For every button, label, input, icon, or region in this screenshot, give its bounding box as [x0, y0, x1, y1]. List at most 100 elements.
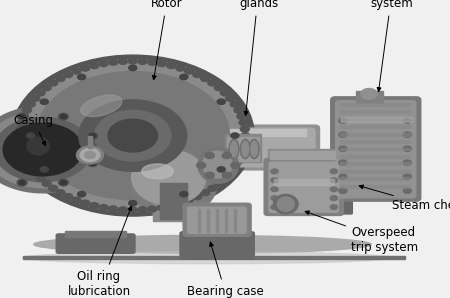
Circle shape — [108, 119, 158, 152]
Circle shape — [36, 72, 230, 200]
Circle shape — [64, 72, 73, 77]
FancyBboxPatch shape — [117, 128, 315, 167]
Circle shape — [148, 206, 157, 212]
Circle shape — [90, 134, 96, 138]
Circle shape — [180, 74, 188, 80]
FancyBboxPatch shape — [188, 207, 246, 233]
Circle shape — [217, 99, 225, 104]
Ellipse shape — [131, 150, 206, 205]
Bar — [225, 209, 227, 232]
Circle shape — [330, 205, 338, 209]
Circle shape — [79, 100, 187, 171]
Circle shape — [361, 89, 377, 99]
Bar — [340, 110, 410, 113]
Bar — [216, 209, 218, 232]
FancyBboxPatch shape — [180, 232, 254, 259]
FancyBboxPatch shape — [56, 234, 135, 253]
Circle shape — [88, 133, 98, 139]
Circle shape — [42, 181, 51, 187]
Circle shape — [16, 126, 25, 132]
Circle shape — [403, 132, 411, 137]
Circle shape — [129, 65, 137, 71]
Ellipse shape — [27, 137, 50, 155]
Circle shape — [77, 192, 86, 197]
Circle shape — [72, 197, 81, 203]
Bar — [187, 229, 245, 235]
Circle shape — [72, 68, 81, 74]
Circle shape — [94, 110, 171, 161]
Circle shape — [31, 95, 40, 101]
Circle shape — [18, 145, 27, 151]
Circle shape — [49, 80, 58, 86]
Text: Casing: Casing — [14, 114, 54, 145]
Circle shape — [128, 207, 137, 213]
Circle shape — [0, 106, 108, 193]
Circle shape — [167, 63, 176, 69]
Circle shape — [234, 107, 243, 113]
Circle shape — [230, 101, 239, 107]
Bar — [340, 118, 410, 121]
Circle shape — [60, 114, 67, 119]
Circle shape — [215, 181, 224, 187]
Circle shape — [128, 58, 137, 64]
Circle shape — [231, 162, 240, 168]
Bar — [356, 91, 382, 103]
Circle shape — [138, 207, 147, 213]
Circle shape — [330, 196, 338, 201]
Circle shape — [158, 61, 166, 67]
Circle shape — [330, 169, 338, 174]
Circle shape — [403, 174, 411, 179]
Circle shape — [197, 162, 206, 168]
Circle shape — [339, 174, 347, 179]
Text: Oil ring
lubrication
system: Oil ring lubrication system — [68, 206, 132, 298]
Text: Rotor: Rotor — [151, 0, 182, 80]
Ellipse shape — [230, 141, 238, 157]
Circle shape — [26, 164, 35, 170]
Circle shape — [271, 178, 278, 183]
Circle shape — [220, 175, 230, 181]
Bar — [340, 148, 410, 150]
Bar — [340, 162, 410, 165]
Bar — [225, 134, 261, 162]
Circle shape — [118, 207, 127, 213]
Circle shape — [19, 114, 25, 119]
Circle shape — [56, 190, 65, 196]
Ellipse shape — [249, 139, 259, 159]
Circle shape — [184, 68, 194, 74]
Circle shape — [129, 201, 137, 206]
Text: Governor
system: Governor system — [364, 0, 419, 91]
Circle shape — [60, 181, 67, 185]
Bar — [340, 133, 410, 136]
Circle shape — [0, 111, 100, 188]
Circle shape — [240, 126, 249, 132]
Ellipse shape — [130, 150, 217, 217]
Ellipse shape — [251, 141, 257, 157]
Circle shape — [184, 197, 194, 203]
Bar — [65, 231, 126, 237]
Ellipse shape — [22, 252, 392, 264]
FancyBboxPatch shape — [264, 159, 343, 215]
Circle shape — [99, 204, 108, 210]
Ellipse shape — [229, 139, 239, 159]
Circle shape — [88, 160, 98, 167]
Ellipse shape — [202, 151, 232, 178]
Circle shape — [76, 146, 104, 164]
Circle shape — [271, 187, 278, 192]
Bar — [22, 256, 405, 259]
Circle shape — [90, 161, 96, 165]
Bar — [227, 137, 259, 161]
FancyBboxPatch shape — [331, 97, 421, 201]
Bar — [88, 136, 92, 148]
Bar — [207, 209, 209, 232]
Circle shape — [90, 203, 99, 209]
FancyBboxPatch shape — [332, 197, 352, 214]
Circle shape — [99, 61, 108, 67]
Circle shape — [226, 95, 235, 101]
Circle shape — [176, 65, 185, 71]
Text: Casing
sealing
glands: Casing sealing glands — [238, 0, 280, 115]
Circle shape — [205, 153, 214, 159]
Bar — [340, 170, 410, 173]
Circle shape — [20, 113, 29, 119]
Circle shape — [109, 206, 118, 212]
Bar — [340, 177, 410, 180]
